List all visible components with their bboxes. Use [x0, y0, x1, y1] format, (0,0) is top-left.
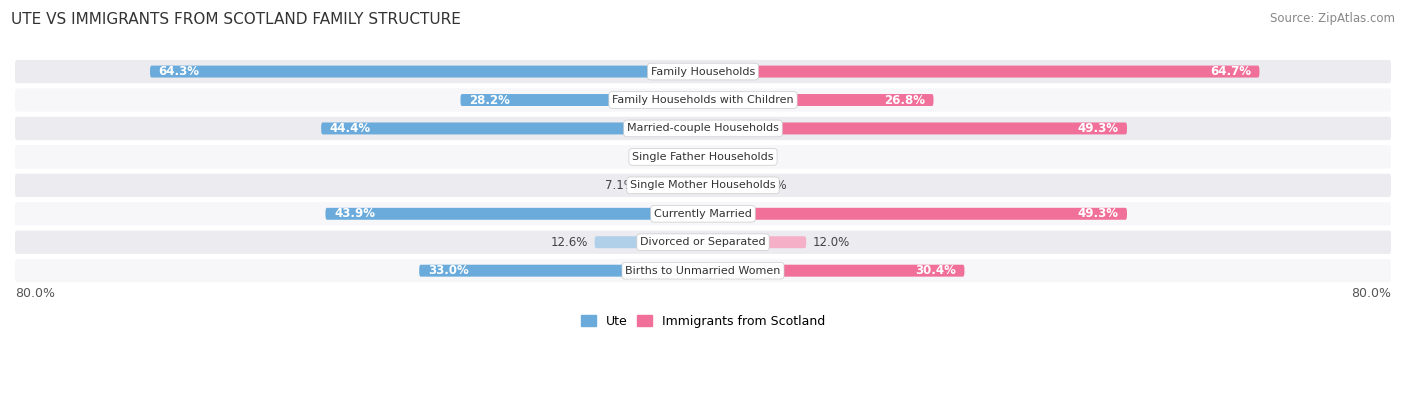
FancyBboxPatch shape: [703, 208, 1128, 220]
Text: Divorced or Separated: Divorced or Separated: [640, 237, 766, 247]
Text: Single Father Households: Single Father Households: [633, 152, 773, 162]
Text: 5.5%: 5.5%: [758, 179, 787, 192]
Text: 49.3%: 49.3%: [1077, 207, 1118, 220]
FancyBboxPatch shape: [703, 66, 1260, 77]
FancyBboxPatch shape: [703, 179, 751, 191]
Text: 30.4%: 30.4%: [915, 264, 956, 277]
Text: UTE VS IMMIGRANTS FROM SCOTLAND FAMILY STRUCTURE: UTE VS IMMIGRANTS FROM SCOTLAND FAMILY S…: [11, 12, 461, 27]
Legend: Ute, Immigrants from Scotland: Ute, Immigrants from Scotland: [575, 310, 831, 333]
Text: 12.0%: 12.0%: [813, 236, 851, 249]
FancyBboxPatch shape: [419, 265, 703, 276]
FancyBboxPatch shape: [595, 236, 703, 248]
Text: 49.3%: 49.3%: [1077, 122, 1118, 135]
FancyBboxPatch shape: [150, 66, 703, 77]
Text: Married-couple Households: Married-couple Households: [627, 124, 779, 134]
Text: 7.1%: 7.1%: [605, 179, 636, 192]
FancyBboxPatch shape: [321, 122, 703, 134]
FancyBboxPatch shape: [703, 122, 1128, 134]
FancyBboxPatch shape: [461, 94, 703, 106]
FancyBboxPatch shape: [15, 259, 1391, 282]
Text: 44.4%: 44.4%: [330, 122, 371, 135]
Text: 64.7%: 64.7%: [1209, 65, 1251, 78]
FancyBboxPatch shape: [15, 202, 1391, 226]
FancyBboxPatch shape: [15, 60, 1391, 83]
Text: 12.6%: 12.6%: [550, 236, 588, 249]
Text: 28.2%: 28.2%: [470, 94, 510, 107]
Text: 3.0%: 3.0%: [641, 150, 671, 164]
FancyBboxPatch shape: [15, 231, 1391, 254]
FancyBboxPatch shape: [15, 174, 1391, 197]
Text: Currently Married: Currently Married: [654, 209, 752, 219]
Text: 33.0%: 33.0%: [427, 264, 468, 277]
Text: Family Households: Family Households: [651, 67, 755, 77]
FancyBboxPatch shape: [325, 208, 703, 220]
FancyBboxPatch shape: [15, 145, 1391, 169]
Text: Single Mother Households: Single Mother Households: [630, 181, 776, 190]
FancyBboxPatch shape: [643, 179, 703, 191]
FancyBboxPatch shape: [15, 117, 1391, 140]
FancyBboxPatch shape: [703, 151, 721, 163]
Text: Family Households with Children: Family Households with Children: [612, 95, 794, 105]
Text: 80.0%: 80.0%: [15, 287, 55, 300]
FancyBboxPatch shape: [703, 94, 934, 106]
Text: 64.3%: 64.3%: [159, 65, 200, 78]
FancyBboxPatch shape: [703, 265, 965, 276]
Text: 2.1%: 2.1%: [728, 150, 758, 164]
FancyBboxPatch shape: [678, 151, 703, 163]
FancyBboxPatch shape: [15, 88, 1391, 112]
Text: 43.9%: 43.9%: [335, 207, 375, 220]
Text: 80.0%: 80.0%: [1351, 287, 1391, 300]
Text: Births to Unmarried Women: Births to Unmarried Women: [626, 266, 780, 276]
Text: 26.8%: 26.8%: [884, 94, 925, 107]
Text: Source: ZipAtlas.com: Source: ZipAtlas.com: [1270, 12, 1395, 25]
FancyBboxPatch shape: [703, 236, 806, 248]
